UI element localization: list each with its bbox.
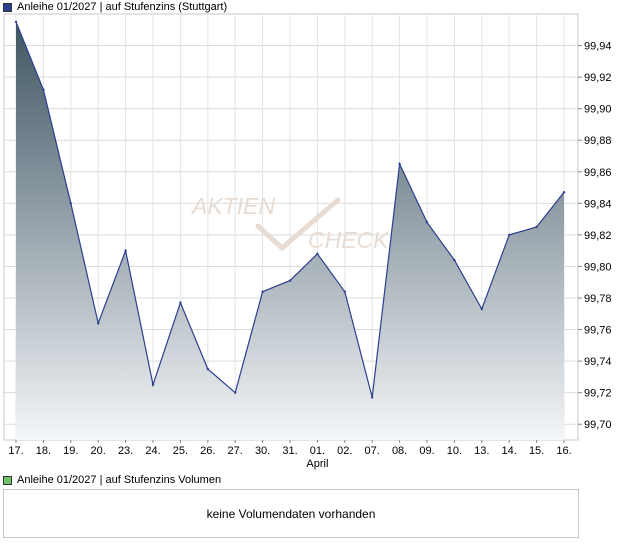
price-legend: Anleihe 01/2027 | auf Stufenzins (Stuttg…: [3, 0, 227, 14]
volume-legend-label: Anleihe 01/2027 | auf Stufenzins Volumen: [17, 474, 222, 486]
data-point: [398, 162, 401, 166]
price-chart: AKTIEN CHECK 99,9499,9299,9099,8899,8699…: [3, 13, 612, 470]
data-point: [14, 20, 18, 24]
y-axis-ticks: 99,94 99,92 99,90 99,88 99,86 99,84 99,82 99,80…: [578, 41, 612, 431]
x-tick-label: 31.: [282, 445, 297, 457]
data-point: [97, 322, 100, 325]
x-tick-label: 26.: [200, 445, 215, 457]
x-tick-label: 25.: [173, 445, 188, 457]
volume-panel: keine Volumendaten vorhanden: [3, 489, 579, 538]
price-legend-label: Anleihe 01/2027 | auf Stufenzins (Stuttg…: [17, 1, 228, 13]
y-tick-label: 99,82: [584, 230, 612, 242]
y-tick-label: 99,80: [584, 261, 612, 273]
x-tick-label: 24.: [145, 445, 160, 457]
aktiencheck-watermark: AKTIEN CHECK: [190, 193, 390, 253]
data-point: [151, 383, 155, 386]
volume-legend: Anleihe 01/2027 | auf Stufenzins Volumen: [3, 473, 221, 487]
data-point: [261, 290, 264, 293]
watermark-word-aktien: AKTIEN: [190, 193, 275, 219]
price-legend-swatch: [3, 2, 12, 12]
x-tick-label: 20.: [91, 445, 106, 457]
y-tick-label: 99,72: [584, 388, 612, 400]
data-point: [453, 258, 456, 262]
data-point: [206, 367, 209, 371]
data-point: [179, 301, 182, 304]
x-tick-label: 30.: [255, 445, 270, 457]
volume-empty-message: keine Volumendaten vorhanden: [206, 506, 376, 521]
x-tick-label: 17.: [8, 445, 23, 457]
watermark-word-check: CHECK: [308, 227, 390, 253]
y-tick-label: 99,78: [584, 293, 612, 305]
x-tick-label: 19.: [63, 445, 78, 457]
volume-legend-swatch: [3, 475, 12, 485]
price-area-fill: [16, 21, 564, 441]
x-tick-label: 02.: [337, 445, 352, 457]
x-tick-label: 18.: [36, 445, 51, 457]
x-tick-label: 15.: [529, 445, 544, 457]
y-tick-label: 99,76: [584, 325, 612, 337]
x-tick-label: 16.: [556, 445, 571, 457]
data-point: [480, 307, 483, 311]
watermark-checkmark-icon: [255, 197, 341, 252]
x-tick-label: 01.: [310, 445, 325, 457]
y-tick-label: 99,92: [584, 72, 612, 84]
x-tick-label: 10.: [447, 445, 462, 457]
data-point: [508, 233, 511, 237]
data-point: [371, 396, 374, 399]
y-tick-label: 99,86: [584, 167, 612, 179]
data-point: [316, 252, 319, 256]
y-tick-label: 99,74: [584, 356, 612, 368]
y-tick-label: 99,70: [584, 419, 612, 431]
data-point: [535, 225, 538, 229]
y-tick-label: 99,90: [584, 104, 612, 116]
x-tick-label: 08.: [392, 445, 407, 457]
y-tick-label: 99,94: [584, 41, 612, 53]
x-tick-label: 23.: [118, 445, 133, 457]
x-tick-label: 14.: [502, 445, 517, 457]
data-point: [343, 290, 346, 293]
x-tick-label: 07.: [365, 445, 380, 457]
x-tick-label: 09.: [419, 445, 434, 457]
data-point: [69, 202, 73, 205]
data-point: [234, 391, 237, 394]
data-point: [425, 221, 429, 224]
data-point: [124, 249, 127, 252]
x-axis-ticks: 17. 18. 19. 20. 23. 24. 25. 26. 27. 30. 31. 01. 02. 0…: [8, 440, 572, 457]
x-tick-label: 13.: [474, 445, 489, 457]
y-tick-label: 99,88: [584, 135, 612, 147]
data-point: [562, 191, 566, 194]
month-label: April: [306, 458, 328, 470]
y-tick-label: 99,84: [584, 198, 612, 210]
data-point: [42, 88, 45, 91]
data-point: [288, 279, 292, 282]
x-tick-label: 27.: [228, 445, 243, 457]
